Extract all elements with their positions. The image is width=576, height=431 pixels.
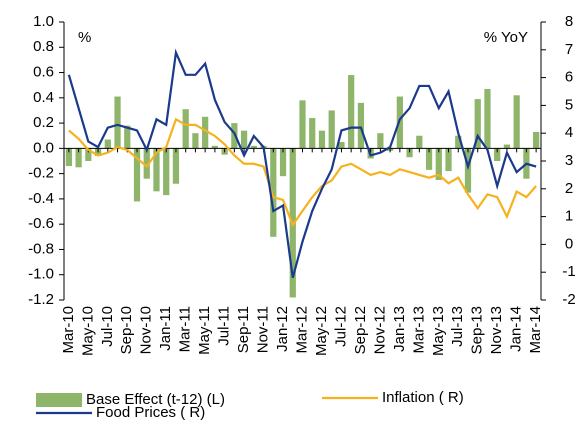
x-tick-label: May-10 [79,306,96,356]
x-tick-label: Jul-10 [99,306,116,347]
x-tick-label: Jan-14 [508,306,525,352]
y2-tick-label: 3 [565,152,573,169]
y2-tick-label: 8 [565,13,573,30]
bar [104,139,111,149]
bar [114,96,121,149]
x-tick-label: Jul-11 [216,306,233,346]
bar [133,148,141,202]
y2-tick-label: 1 [565,208,573,225]
x-tick-label: Sep-12 [352,306,369,354]
y2-tick-label: 6 [565,69,573,86]
y2-annotation: % YoY [484,29,528,46]
x-tick-label: May-12 [313,306,330,356]
y2-tick-label: 0 [565,235,573,252]
x-tick-label: Sep-10 [118,306,135,354]
bar [406,148,413,158]
bar [435,148,442,180]
bar [455,135,462,149]
y2-tick-label: -2 [562,291,575,308]
y-tick-label: 0.4 [33,89,54,106]
bar [425,148,433,170]
x-tick-label: Mar-12 [293,306,310,354]
y2-tick-label: 5 [565,96,573,113]
bar [270,148,277,237]
y-tick-label: -0.2 [28,165,54,182]
bar [416,135,423,149]
x-tick-label: Jul-13 [449,306,466,347]
bar [494,148,501,161]
bar [250,145,257,149]
bar [172,148,180,184]
bar [357,102,365,149]
bar [474,99,481,149]
bar [464,148,472,193]
bar [377,133,384,149]
bar [299,100,306,149]
bar [533,131,540,149]
x-tick-label: Mar-11 [177,306,194,352]
legend-label: Food Prices ( R) [96,404,205,421]
line [68,117,537,228]
bar [163,148,170,196]
bar [279,148,287,177]
y-tick-label: 1.0 [33,13,54,30]
bar [484,88,491,149]
y-tick-label: 0.0 [33,139,54,156]
bar [318,130,326,149]
x-tick-label: Nov-10 [138,306,155,354]
x-tick-label: Nov-13 [488,306,505,354]
y2-tick-label: -1 [562,263,575,280]
x-tick-label: Jan-13 [391,306,408,352]
y-tick-label: -0.4 [28,190,54,207]
x-tick-label: Mar-14 [527,306,544,354]
y-tick-label: -0.8 [28,240,54,257]
x-tick-label: May-11 [196,306,213,355]
bar [192,133,199,149]
x-tick-label: May-13 [430,306,447,356]
bar [143,148,150,179]
bar [75,148,82,168]
y2-tick-label: 4 [565,124,573,141]
bar [85,148,92,161]
line [67,48,537,279]
x-tick-label: Sep-11 [235,306,252,353]
bar [124,125,131,149]
x-tick-label: Mar-10 [60,306,77,354]
x-tick-label: Sep-13 [469,306,486,354]
bar [348,75,355,149]
y2-tick-label: 2 [565,180,573,197]
bar [328,110,335,149]
bar [513,95,520,149]
y-tick-label: -1.0 [28,266,54,283]
bar [240,130,248,149]
x-tick-label: Jul-12 [332,306,349,347]
x-tick-label: Nov-11 [255,306,272,353]
x-tick-label: Mar-13 [410,306,427,354]
x-tick-label: Nov-12 [371,306,388,354]
y-annotation: % [78,29,91,46]
y-tick-label: 0.8 [33,38,54,55]
legend-swatch [36,393,82,407]
bar [445,148,452,172]
legend-label: Inflation ( R) [382,389,464,406]
legend-label: Base Effect (t-12) (L) [86,391,225,408]
y-tick-label: 0.6 [33,64,54,81]
bar [153,148,160,192]
y-tick-label: -0.6 [28,215,54,232]
bar [65,148,72,167]
bar [309,118,316,149]
bar [338,142,345,149]
x-tick-label: Jan-11 [157,306,174,351]
x-tick-label: Jan-12 [274,306,291,352]
bar [202,116,209,149]
y-tick-label: -1.2 [28,291,54,308]
bar [182,109,189,149]
y-tick-label: 0.2 [33,114,54,131]
y2-tick-label: 7 [565,41,573,58]
bar [503,144,511,149]
bar [211,145,219,149]
